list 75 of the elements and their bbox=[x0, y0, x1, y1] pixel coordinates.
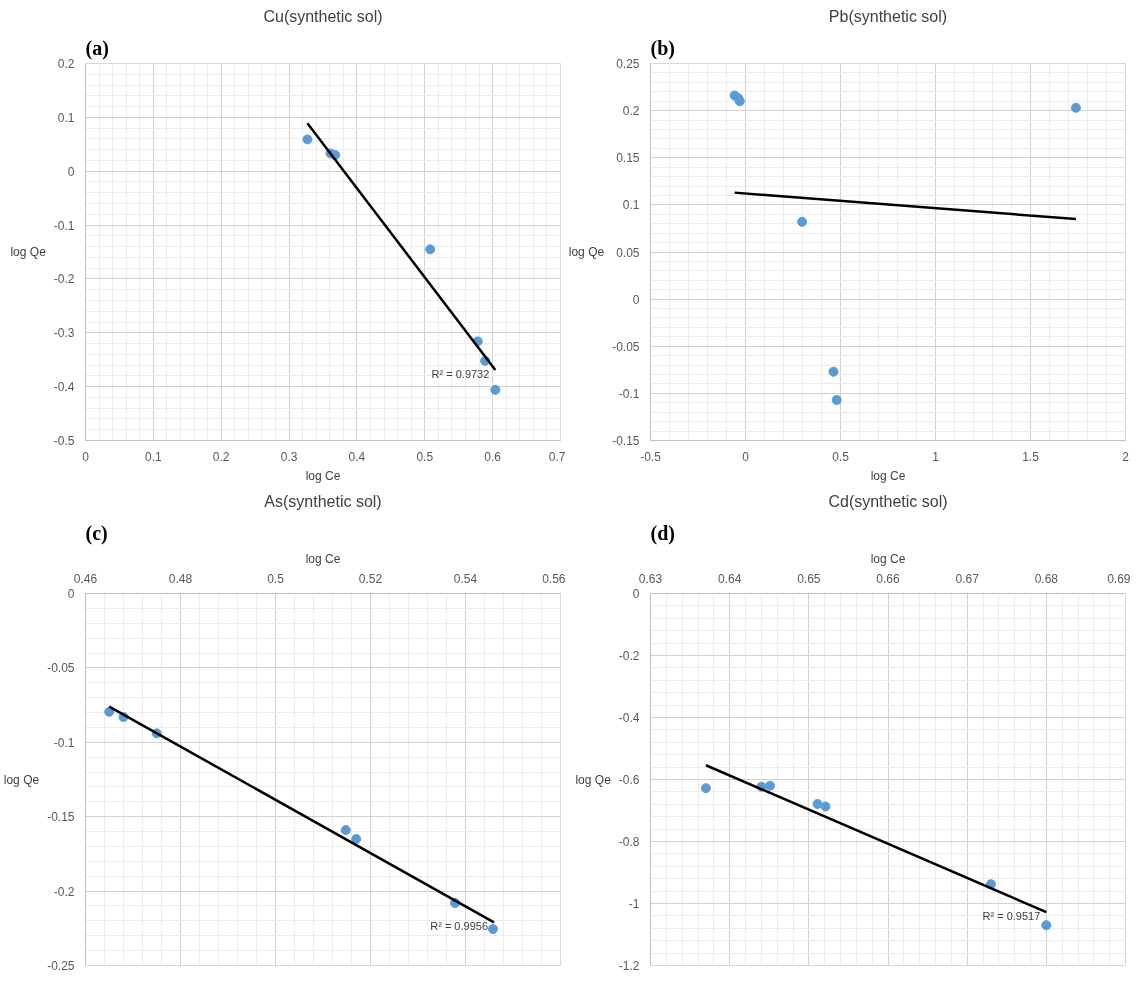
y-tick-label: 0 bbox=[67, 587, 75, 601]
y-tick-label: 0 bbox=[632, 587, 640, 601]
x-tick-label: 0.66 bbox=[876, 571, 900, 586]
x-tick-label: 0 bbox=[742, 449, 750, 464]
x-tick-label: 0.5 bbox=[832, 449, 850, 464]
y-tick-label: -0.3 bbox=[53, 326, 75, 341]
y-tick-label: 0 bbox=[67, 164, 75, 179]
x-tick-label: 0.65 bbox=[797, 571, 821, 586]
y-tick-label: -0.15 bbox=[47, 810, 75, 825]
y-tick-label: -0.15 bbox=[612, 434, 640, 448]
y-tick-label: -1.2 bbox=[618, 959, 640, 973]
y-tick-label: -0.1 bbox=[53, 735, 75, 750]
x-axis-title: log Ce bbox=[305, 468, 341, 483]
text: (a) bbox=[85, 36, 109, 60]
y-axis-title: log Qe bbox=[568, 245, 605, 259]
text: (d) bbox=[650, 521, 675, 545]
y-tick-label: 0.25 bbox=[616, 57, 640, 71]
x-tick-label: 1.5 bbox=[1022, 449, 1040, 464]
x-tick-label: 0.69 bbox=[1107, 571, 1131, 586]
x-tick-label: 0.63 bbox=[638, 571, 663, 586]
chart-title: Cd(synthetic sol) bbox=[828, 492, 948, 510]
x-tick-label: 0.68 bbox=[1034, 571, 1059, 586]
y-tick-label: 0.2 bbox=[57, 57, 75, 71]
y-tick-label: -0.1 bbox=[618, 386, 640, 401]
y-tick-label: -0.25 bbox=[47, 959, 75, 973]
y-tick-label: -0.4 bbox=[53, 380, 75, 395]
chart-title: Cu(synthetic sol) bbox=[263, 7, 383, 25]
y-tick-label: -0.2 bbox=[53, 272, 75, 287]
y-tick-label: 0.1 bbox=[57, 110, 75, 125]
x-tick-label: 0 bbox=[82, 449, 90, 464]
y-tick-label: -0.1 bbox=[53, 218, 75, 233]
x-tick-label: 0.1 bbox=[145, 449, 163, 464]
x-tick-label: 0.52 bbox=[358, 571, 383, 586]
annotation: R² = 0.9956 bbox=[430, 920, 489, 933]
x-tick-label: 0.7 bbox=[548, 449, 566, 464]
x-tick-label: 0.64 bbox=[717, 571, 742, 586]
y-axis-title: log Qe bbox=[10, 245, 47, 259]
y-tick-label: -1 bbox=[628, 897, 640, 911]
y-tick-label: -0.2 bbox=[53, 884, 75, 899]
text: (c) bbox=[85, 521, 108, 545]
y-axis-title: log Qe bbox=[575, 772, 612, 787]
y-tick-label: -0.2 bbox=[618, 649, 640, 663]
y-tick-label: 0.05 bbox=[616, 245, 640, 260]
text: (b) bbox=[650, 36, 675, 60]
annotation: R² = 0.9517 bbox=[982, 910, 1041, 923]
chart-title: Pb(synthetic sol) bbox=[828, 7, 948, 25]
x-axis-title: log Ce bbox=[305, 551, 341, 566]
x-tick-label: 0.46 bbox=[73, 571, 98, 586]
x-axis-title: log Ce bbox=[870, 468, 906, 483]
y-tick-label: -0.5 bbox=[53, 434, 75, 448]
y-axis-title: log Qe bbox=[3, 772, 40, 787]
chart-title: As(synthetic sol) bbox=[264, 492, 382, 510]
x-tick-label: 2 bbox=[1122, 449, 1130, 464]
x-tick-label: 0.67 bbox=[955, 571, 980, 586]
y-tick-label: -0.05 bbox=[612, 339, 640, 354]
y-tick-label: -0.8 bbox=[618, 835, 640, 849]
x-tick-label: 0.56 bbox=[542, 571, 566, 586]
x-tick-label: 0.2 bbox=[212, 449, 230, 464]
y-tick-label: 0.1 bbox=[622, 198, 640, 213]
y-tick-label: -0.05 bbox=[47, 661, 75, 676]
x-tick-label: 1 bbox=[932, 449, 940, 464]
x-axis-title: log Ce bbox=[870, 551, 906, 566]
y-tick-label: -0.4 bbox=[618, 711, 640, 725]
y-tick-label: 0.15 bbox=[616, 151, 640, 166]
x-tick-label: 0.6 bbox=[484, 449, 502, 464]
x-tick-label: 0.54 bbox=[453, 571, 478, 586]
y-tick-label: 0.2 bbox=[622, 104, 640, 119]
x-tick-label: 0.5 bbox=[267, 571, 285, 586]
x-tick-label: 0.5 bbox=[416, 449, 434, 464]
annotation: R² = 0.9732 bbox=[431, 367, 490, 380]
x-tick-label: 0.4 bbox=[348, 449, 366, 464]
x-tick-label: 0.3 bbox=[280, 449, 298, 464]
x-tick-label: 0.48 bbox=[168, 571, 193, 586]
y-tick-label: -0.6 bbox=[618, 773, 640, 787]
y-tick-label: 0 bbox=[632, 292, 640, 307]
